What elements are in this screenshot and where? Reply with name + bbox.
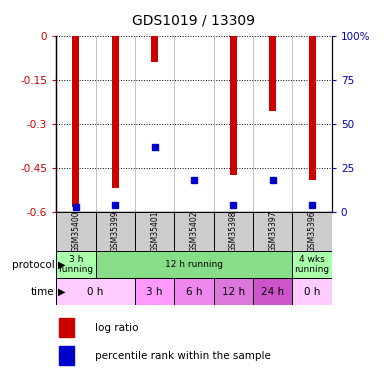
Bar: [135, 212, 174, 251]
Text: protocol: protocol: [12, 260, 54, 270]
Bar: [293, 212, 332, 251]
Text: log ratio: log ratio: [95, 322, 139, 333]
Text: GSM35398: GSM35398: [229, 211, 238, 252]
Text: 3 h
running: 3 h running: [58, 255, 94, 274]
Text: GDS1019 / 13309: GDS1019 / 13309: [132, 13, 256, 27]
Text: 24 h: 24 h: [261, 287, 284, 297]
Text: 12 h running: 12 h running: [165, 260, 223, 269]
Text: 0 h: 0 h: [304, 287, 320, 297]
Text: percentile rank within the sample: percentile rank within the sample: [95, 351, 271, 361]
Text: ▶: ▶: [58, 260, 66, 270]
Bar: [174, 278, 214, 305]
Bar: [135, 278, 174, 305]
Text: 12 h: 12 h: [222, 287, 245, 297]
Text: 0 h: 0 h: [87, 287, 104, 297]
Bar: [56, 278, 135, 305]
Bar: [253, 212, 293, 251]
Bar: [112, 36, 119, 188]
Bar: [56, 251, 95, 278]
Bar: [59, 346, 74, 365]
Text: ▶: ▶: [58, 287, 66, 297]
Bar: [293, 251, 332, 278]
Bar: [214, 212, 253, 251]
Bar: [95, 251, 293, 278]
Bar: [269, 36, 276, 111]
Text: 6 h: 6 h: [186, 287, 202, 297]
Text: 3 h: 3 h: [146, 287, 163, 297]
Text: time: time: [31, 287, 54, 297]
Text: 4 wks
running: 4 wks running: [294, 255, 330, 274]
Bar: [151, 36, 158, 62]
Text: GSM35399: GSM35399: [111, 211, 120, 252]
Text: GSM35397: GSM35397: [268, 211, 277, 252]
Bar: [308, 36, 315, 180]
Text: GSM35396: GSM35396: [308, 211, 317, 252]
Text: GSM35400: GSM35400: [71, 211, 80, 252]
Bar: [73, 36, 80, 207]
Text: GSM35401: GSM35401: [150, 211, 159, 252]
Bar: [230, 36, 237, 175]
Bar: [293, 278, 332, 305]
Bar: [95, 212, 135, 251]
Bar: [59, 318, 74, 337]
Bar: [214, 278, 253, 305]
Bar: [56, 212, 95, 251]
Bar: [253, 278, 293, 305]
Text: GSM35402: GSM35402: [189, 211, 199, 252]
Bar: [174, 212, 214, 251]
